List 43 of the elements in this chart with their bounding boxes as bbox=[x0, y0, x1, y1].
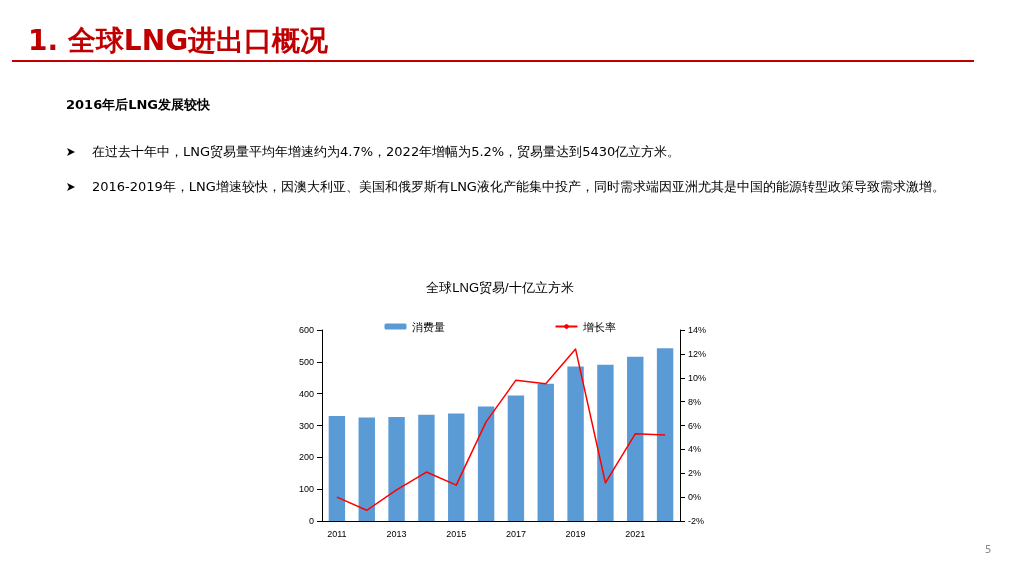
y2-tick-label: 12% bbox=[688, 348, 707, 359]
bar bbox=[477, 406, 495, 521]
y-tick-label: 100 bbox=[298, 484, 314, 495]
bar bbox=[597, 364, 614, 521]
y2-tick-label: 8% bbox=[688, 396, 702, 407]
bar bbox=[567, 366, 584, 521]
bar bbox=[388, 416, 405, 521]
x-tick-label: 2021 bbox=[625, 528, 646, 539]
y-tick-label: 600 bbox=[298, 325, 314, 335]
y-tick-label: 0 bbox=[308, 516, 314, 526]
text: 2016年后LNG发展较快 bbox=[66, 96, 211, 114]
x-tick-label: 2013 bbox=[386, 528, 407, 539]
bar bbox=[328, 415, 346, 521]
y2-tick-label: -2% bbox=[688, 516, 705, 526]
x-tick-label: 2011 bbox=[327, 528, 347, 539]
y2-tick-label: 14% bbox=[688, 325, 707, 335]
y-tick-label: 400 bbox=[298, 388, 314, 399]
text: 5 bbox=[985, 544, 992, 555]
y2-tick-label: 4% bbox=[688, 444, 702, 455]
y2-tick-label: 2% bbox=[688, 468, 702, 479]
bar bbox=[627, 356, 644, 521]
chart-title: 全球LNG贸易/十亿立方米 bbox=[426, 280, 574, 295]
bar bbox=[507, 395, 525, 521]
bar bbox=[448, 413, 465, 521]
y2-tick-label: 0% bbox=[688, 492, 702, 503]
y2-tick-label: 10% bbox=[688, 372, 707, 383]
y2-tick-label: 6% bbox=[688, 420, 702, 431]
legend-label: 消费量 bbox=[411, 320, 445, 333]
line-series bbox=[336, 348, 666, 512]
bar bbox=[418, 414, 435, 521]
y-tick-label: 300 bbox=[298, 420, 314, 431]
bar bbox=[358, 417, 375, 521]
x-tick-label: 2019 bbox=[565, 528, 586, 539]
text: 1. 全球LNG进出口概况 bbox=[28, 23, 329, 59]
y-tick-label: 200 bbox=[298, 452, 314, 463]
text: 在过去十年中，LNG贸易量平均年增速约为4.7%，2022年增幅为5.2%，贸易量达到5430亿立方米。 bbox=[91, 143, 682, 161]
bar bbox=[656, 348, 674, 521]
x-tick-label: 2015 bbox=[446, 528, 467, 539]
y-tick-label: 500 bbox=[298, 356, 314, 367]
text: 2016-2019年，LNG增速较快，因澳大利亚、美国和俄罗斯有LNG液化产能集中投产，同时需求端因亚洲尤其是中国的能源转型政策导致需求激增。 bbox=[91, 178, 946, 196]
legend-label: 增长率 bbox=[581, 320, 616, 333]
x-tick-label: 2017 bbox=[505, 528, 526, 539]
bar bbox=[537, 383, 554, 521]
